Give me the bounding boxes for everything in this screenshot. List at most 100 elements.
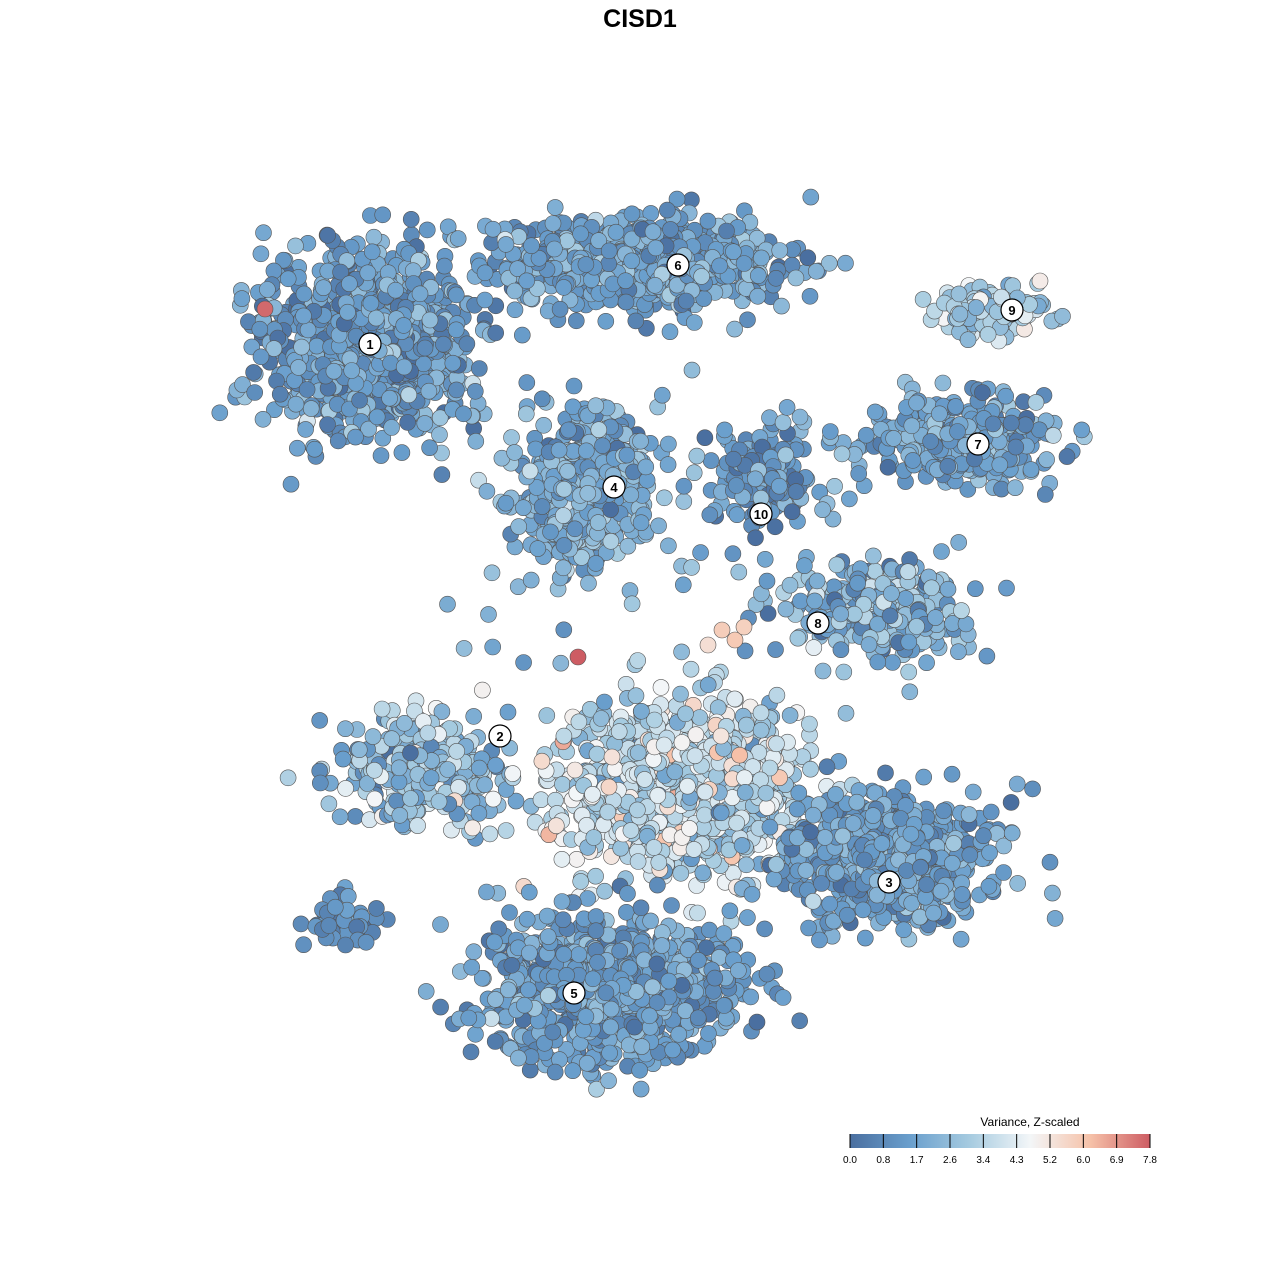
scatter-point (319, 416, 336, 433)
scatter-point (1027, 394, 1045, 411)
scatter-point (409, 817, 426, 834)
scatter-point (565, 377, 583, 395)
scatter-point (367, 309, 385, 327)
scatter-point (607, 223, 625, 241)
scatter-point (726, 690, 744, 708)
scatter-point (1038, 451, 1055, 468)
scatter-point (617, 272, 634, 290)
scatter-point (753, 249, 770, 267)
scatter-point (481, 825, 499, 843)
scatter-points (211, 188, 1093, 1098)
scatter-point (402, 211, 420, 228)
scatter-point (967, 299, 985, 316)
scatter-point (553, 850, 571, 868)
scatter-point (675, 493, 693, 510)
scatter-point (655, 736, 673, 754)
scatter-point (899, 563, 917, 581)
scatter-point (325, 362, 343, 380)
scatter-point (718, 222, 735, 240)
scatter-point (395, 358, 413, 376)
scatter-point (998, 579, 1015, 597)
scatter-point (570, 713, 588, 731)
scatter-point (388, 792, 405, 810)
scatter-point (727, 477, 745, 494)
scatter-point (756, 550, 774, 568)
scatter-point (567, 312, 585, 330)
scatter-point (503, 429, 520, 446)
scatter-point (577, 442, 595, 460)
scatter-point (315, 279, 332, 297)
scatter-point (599, 803, 617, 821)
scatter-point (341, 275, 358, 293)
scatter-point (439, 761, 457, 778)
scatter-point (1054, 307, 1071, 325)
scatter-point (652, 679, 670, 696)
scatter-point (738, 716, 755, 734)
scatter-point (555, 537, 573, 554)
scatter-point (474, 681, 491, 699)
scatter-point (251, 320, 269, 338)
scatter-point (363, 243, 381, 261)
scatter-point (387, 281, 404, 299)
scatter-point (647, 239, 665, 257)
scatter-point (645, 839, 663, 856)
scatter-point (464, 819, 481, 837)
scatter-point (416, 415, 434, 432)
scatter-point (736, 783, 754, 801)
scatter-point (1037, 486, 1054, 503)
scatter-point (320, 795, 338, 813)
scatter-point (487, 756, 505, 774)
scatter-point (555, 727, 573, 745)
scatter-point (458, 335, 476, 353)
scatter-point (757, 784, 775, 802)
scatter-point (908, 394, 925, 412)
scatter-point (555, 507, 572, 524)
scatter-point (691, 709, 709, 726)
scatter-point (311, 774, 329, 792)
scatter-point (801, 715, 818, 733)
scatter-point (835, 663, 853, 681)
scatter-point (518, 272, 536, 290)
scatter-point (381, 389, 398, 407)
scatter-point (685, 314, 703, 331)
scatter-point (860, 636, 878, 653)
scatter-point (681, 820, 698, 837)
scatter-point (661, 323, 679, 341)
scatter-point (497, 822, 515, 839)
scatter-point (362, 294, 380, 312)
scatter-point (533, 390, 551, 408)
scatter-point (725, 450, 742, 468)
scatter-point (523, 237, 540, 254)
scatter-point (506, 301, 524, 319)
scatter-point (420, 382, 438, 400)
scatter-point (399, 414, 416, 431)
scatter-point (802, 188, 820, 206)
scatter-point (347, 808, 364, 825)
scatter-point (767, 641, 784, 658)
scatter-point (864, 547, 882, 565)
scatter-point (914, 291, 932, 308)
scatter-point (329, 432, 347, 450)
scatter-point (737, 856, 755, 874)
scatter-point (259, 281, 276, 298)
scatter-point (947, 398, 965, 415)
scatter-point (476, 264, 494, 282)
scatter-point (422, 769, 440, 787)
scatter-point (577, 256, 595, 273)
scatter-point (555, 279, 573, 296)
scatter-point (696, 806, 713, 824)
scatter-point (246, 384, 263, 401)
scatter-point (319, 227, 337, 244)
scatter-point (211, 404, 229, 422)
scatter-point (467, 432, 485, 450)
scatter-point (934, 374, 952, 392)
scatter-point (513, 326, 531, 344)
scatter-point (584, 785, 601, 803)
scatter-point (964, 783, 982, 801)
scatter-point (952, 930, 970, 948)
scatter-point (559, 462, 577, 480)
scatter-point (447, 286, 465, 304)
scatter-point (510, 518, 528, 535)
scatter-point (1044, 884, 1061, 902)
